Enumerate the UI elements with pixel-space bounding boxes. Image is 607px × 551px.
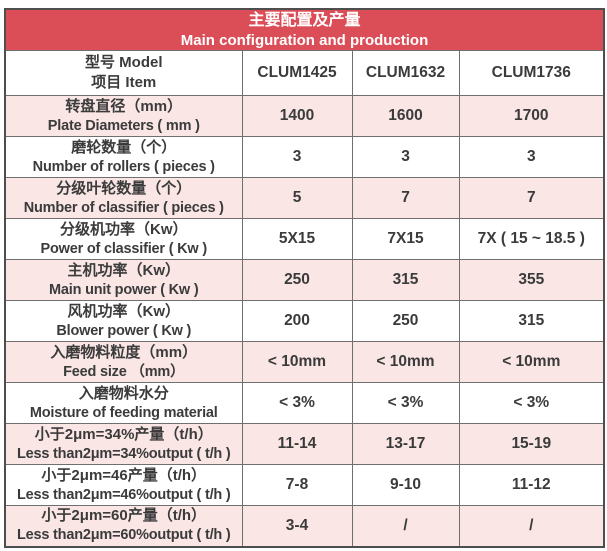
table-title-row: 主要配置及产量 Main configuration and productio…	[4, 8, 605, 51]
row-label-zh: 主机功率（Kw）	[67, 261, 180, 279]
row-label-zh: 入磨物料水分	[78, 384, 169, 402]
row-label-en: Plate Diameters ( mm )	[47, 117, 200, 134]
row-value-cell: 3	[241, 136, 353, 178]
row-value-cell: < 3%	[351, 382, 460, 424]
row-label-en: Less than2μm=34%output ( t/h )	[16, 445, 231, 462]
row-label-cell: 小于2μm=46产量（t/h） Less than2μm=46%output (…	[4, 464, 243, 506]
row-label-en: Main unit power ( Kw )	[49, 281, 199, 298]
row-label-en: Less than2μm=60%output ( t/h )	[16, 527, 231, 544]
table-title-en: Main configuration and production	[180, 31, 429, 49]
row-value-cell: 9-10	[351, 464, 460, 506]
row-value-cell: 315	[351, 259, 460, 301]
row-value-cell: 3-4	[241, 505, 353, 547]
row-value-cell: 15-19	[458, 423, 605, 465]
row-value-cell: < 10mm	[241, 341, 353, 383]
row-value-cell: 11-12	[458, 464, 605, 506]
table-title-zh: 主要配置及产量	[248, 11, 361, 29]
table-row: 转盘直径（mm） Plate Diameters ( mm ) 1400 160…	[4, 95, 605, 137]
row-label-cell: 入磨物料粒度（mm） Feed size （mm）	[4, 341, 243, 383]
table-row: 小于2μm=46产量（t/h） Less than2μm=46%output (…	[4, 464, 605, 506]
table-row: 小于2μm=34%产量（t/h） Less than2μm=34%output …	[4, 423, 605, 465]
row-label-zh: 小于2μm=60产量（t/h）	[41, 507, 207, 525]
row-value-cell: 315	[458, 300, 605, 342]
row-value-cell: 7X ( 15 ~ 18.5 )	[458, 218, 605, 260]
row-label-en: Less than2μm=46%output ( t/h )	[16, 486, 231, 503]
table-row: 分级机功率（Kw） Power of classifier ( Kw ) 5X1…	[4, 218, 605, 260]
row-value-cell: 1400	[241, 95, 353, 137]
row-value-cell: 355	[458, 259, 605, 301]
row-value-cell: 7-8	[241, 464, 353, 506]
row-label-zh: 转盘直径（mm）	[65, 97, 183, 115]
row-value-cell: 7	[458, 177, 605, 219]
spec-rows-body: 转盘直径（mm） Plate Diameters ( mm ) 1400 160…	[4, 95, 605, 547]
table-row: 入磨物料粒度（mm） Feed size （mm） < 10mm < 10mm …	[4, 341, 605, 383]
row-label-cell: 转盘直径（mm） Plate Diameters ( mm )	[4, 95, 243, 137]
model-header-line2: 项目 Item	[91, 74, 157, 91]
row-value-cell: < 3%	[241, 382, 353, 424]
table-row: 风机功率（Kw） Blower power ( Kw ) 200 250 315	[4, 300, 605, 342]
main-configuration-table: 主要配置及产量 Main configuration and productio…	[4, 8, 606, 548]
row-value-cell: 250	[351, 300, 460, 342]
row-label-cell: 小于2μm=34%产量（t/h） Less than2μm=34%output …	[4, 423, 243, 465]
row-label-zh: 分级叶轮数量（个）	[56, 179, 192, 197]
row-label-cell: 小于2μm=60产量（t/h） Less than2μm=60%output (…	[4, 505, 243, 547]
table-row: 小于2μm=60产量（t/h） Less than2μm=60%output (…	[4, 505, 605, 547]
row-label-en: Number of rollers ( pieces )	[32, 158, 215, 175]
model-header-line1: 型号 Model	[85, 54, 163, 71]
table-row: 主机功率（Kw） Main unit power ( Kw ) 250 315 …	[4, 259, 605, 301]
row-value-cell: /	[458, 505, 605, 547]
row-value-cell: 200	[241, 300, 353, 342]
table-row: 入磨物料水分 Moisture of feeding material < 3%…	[4, 382, 605, 424]
row-value-cell: 13-17	[351, 423, 460, 465]
model-column-clum1736: CLUM1736	[458, 50, 605, 96]
row-value-cell: 5	[241, 177, 353, 219]
row-label-en: Feed size （mm）	[63, 363, 185, 380]
table-title-cell: 主要配置及产量 Main configuration and productio…	[4, 8, 605, 51]
row-value-cell: 3	[351, 136, 460, 178]
row-value-cell: 5X15	[241, 218, 353, 260]
model-column-clum1632: CLUM1632	[351, 50, 460, 96]
row-value-cell: 7	[351, 177, 460, 219]
row-value-cell: 11-14	[241, 423, 353, 465]
row-label-en: Power of classifier ( Kw )	[40, 240, 208, 257]
row-value-cell: < 10mm	[458, 341, 605, 383]
row-label-zh: 分级机功率（Kw）	[59, 220, 188, 238]
row-label-cell: 分级叶轮数量（个） Number of classifier ( pieces …	[4, 177, 243, 219]
row-value-cell: 1600	[351, 95, 460, 137]
row-value-cell: /	[351, 505, 460, 547]
row-label-en: Blower power ( Kw )	[56, 322, 192, 339]
row-label-zh: 入磨物料粒度（mm）	[50, 343, 198, 361]
row-value-cell: 1700	[458, 95, 605, 137]
row-label-en: Moisture of feeding material	[29, 404, 218, 421]
row-value-cell: < 10mm	[351, 341, 460, 383]
row-label-en: Number of classifier ( pieces )	[23, 199, 224, 216]
row-value-cell: < 3%	[458, 382, 605, 424]
model-header-row: 型号 Model 项目 Item CLUM1425 CLUM1632 CLUM1…	[4, 50, 605, 96]
row-label-cell: 分级机功率（Kw） Power of classifier ( Kw )	[4, 218, 243, 260]
row-label-cell: 风机功率（Kw） Blower power ( Kw )	[4, 300, 243, 342]
row-label-zh: 风机功率（Kw）	[67, 302, 180, 320]
table-row: 磨轮数量（个） Number of rollers ( pieces ) 3 3…	[4, 136, 605, 178]
row-value-cell: 7X15	[351, 218, 460, 260]
row-value-cell: 250	[241, 259, 353, 301]
row-label-zh: 小于2μm=34%产量（t/h）	[34, 425, 213, 443]
model-item-header-cell: 型号 Model 项目 Item	[4, 50, 243, 96]
row-label-cell: 主机功率（Kw） Main unit power ( Kw )	[4, 259, 243, 301]
row-value-cell: 3	[458, 136, 605, 178]
row-label-cell: 磨轮数量（个） Number of rollers ( pieces )	[4, 136, 243, 178]
model-column-clum1425: CLUM1425	[241, 50, 353, 96]
table-row: 分级叶轮数量（个） Number of classifier ( pieces …	[4, 177, 605, 219]
row-label-cell: 入磨物料水分 Moisture of feeding material	[4, 382, 243, 424]
row-label-zh: 磨轮数量（个）	[71, 138, 177, 156]
row-label-zh: 小于2μm=46产量（t/h）	[41, 466, 207, 484]
